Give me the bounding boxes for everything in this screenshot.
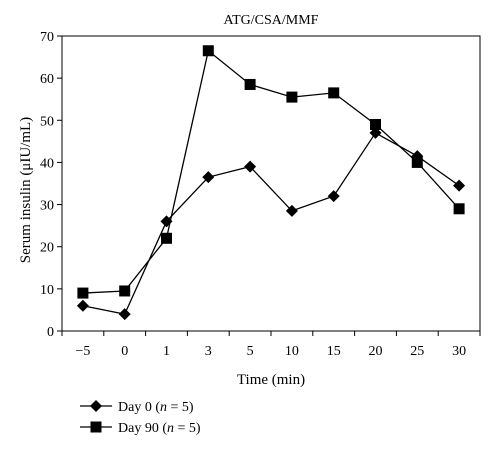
series-0 [76, 126, 466, 321]
y-tick-label: 40 [40, 156, 54, 171]
diamond-point [453, 179, 466, 192]
square-point [453, 203, 465, 215]
x-axis-ticks: −5 0 1 3 5 10 15 20 25 30 [61, 331, 481, 359]
x-tick-label: 15 [327, 344, 341, 359]
legend-diamond-marker [90, 400, 102, 412]
diamond-point [118, 308, 131, 321]
square-point [202, 45, 214, 57]
x-tick-label: 20 [369, 344, 383, 359]
square-point [328, 87, 340, 99]
x-axis-label: Time (min) [237, 372, 305, 388]
y-axis-label: Serum insulin (μIU/mL) [18, 117, 34, 263]
diamond-point [202, 171, 215, 184]
diamond-point [76, 299, 89, 312]
x-tick-label: 1 [163, 344, 170, 359]
diamond-point [327, 190, 340, 203]
diamond-point [244, 160, 257, 173]
y-tick-label: 70 [40, 30, 54, 45]
y-tick-label: 0 [47, 325, 54, 340]
x-tick-label: 5 [247, 344, 254, 359]
y-tick-label: 50 [40, 114, 54, 129]
legend-label: Day 90 (n = 5) [118, 421, 201, 436]
square-point [77, 287, 89, 299]
x-tick-label: 25 [410, 344, 424, 359]
square-point [119, 285, 131, 297]
square-point [244, 78, 256, 90]
square-point [161, 232, 172, 244]
square-point [286, 91, 298, 103]
x-tick-label: 0 [121, 344, 128, 359]
series-1 [77, 45, 465, 299]
square-point [411, 156, 423, 168]
legend-entry-0: Day 0 (n = 5) [80, 400, 194, 415]
y-tick-label: 10 [40, 283, 54, 298]
y-tick-label: 20 [40, 241, 54, 256]
y-tick-label: 30 [40, 199, 54, 214]
x-tick-label: 30 [452, 344, 466, 359]
series-layer [76, 45, 466, 321]
chart-title: ATG/CSA/MMF [224, 13, 319, 28]
diamond-point [285, 204, 298, 217]
legend-square-marker [90, 421, 102, 433]
legend-entry-1: Day 90 (n = 5) [80, 421, 201, 436]
series-line-0 [82, 132, 460, 315]
y-tick-label: 60 [40, 72, 54, 87]
x-tick-label: 10 [285, 344, 299, 359]
x-tick-label: −5 [75, 344, 90, 359]
y-axis-ticks: 0 10 20 30 40 50 60 70 [40, 30, 62, 340]
square-point [370, 119, 381, 130]
series-line-1 [82, 49, 460, 294]
legend: Day 0 (n = 5) Day 90 (n = 5) [80, 400, 201, 436]
legend-label: Day 0 (n = 5) [118, 400, 194, 415]
x-tick-label: 3 [205, 344, 212, 359]
